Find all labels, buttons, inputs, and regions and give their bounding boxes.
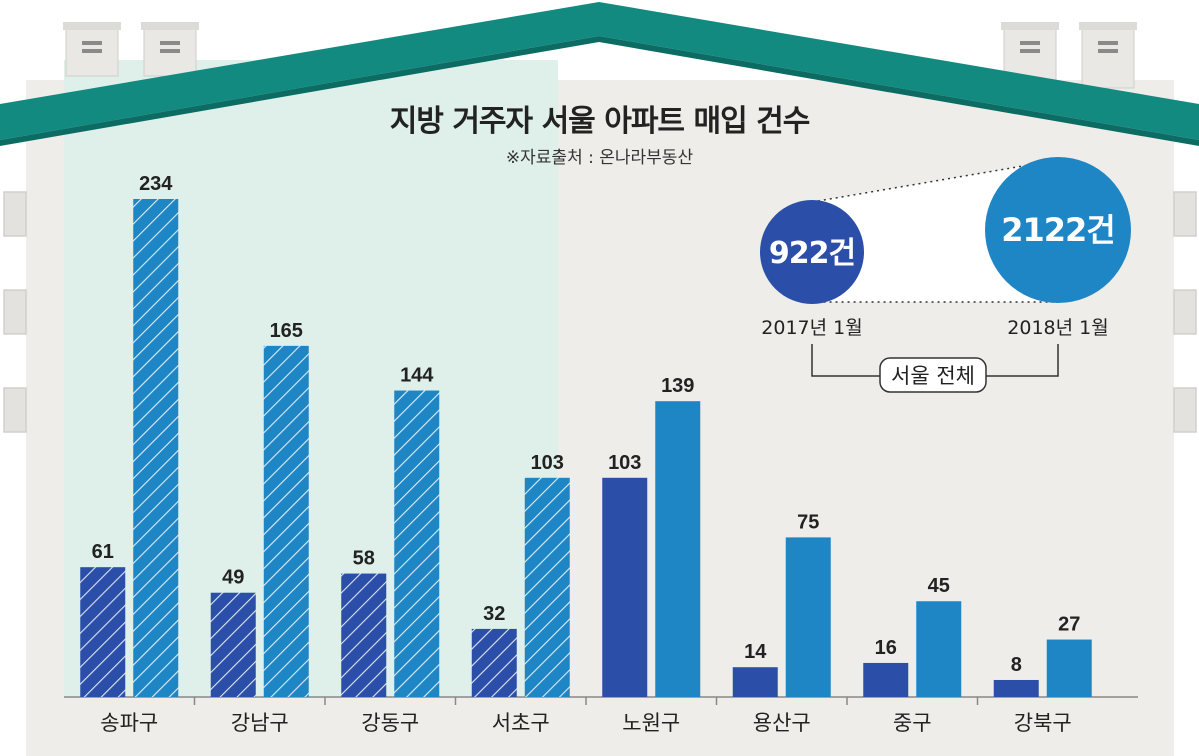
bar-value-label: 16 — [875, 637, 897, 659]
bar-2018 — [1046, 639, 1092, 697]
bar-2017 — [732, 667, 778, 697]
bar-value-label: 58 — [353, 548, 375, 570]
bar-2017 — [341, 573, 387, 697]
roof — [0, 2, 1199, 140]
bar-value-label: 75 — [797, 511, 819, 533]
bar-2018 — [133, 199, 179, 697]
total-label-box — [879, 357, 987, 393]
bar-value-label: 14 — [744, 641, 767, 663]
bar-2018 — [263, 345, 309, 697]
bar-value-label: 165 — [270, 320, 303, 342]
total-2018-value: 2122건 — [1001, 211, 1115, 249]
bar-value-label: 234 — [139, 173, 173, 195]
category-label: 노원구 — [622, 711, 680, 735]
category-label: 용산구 — [753, 711, 811, 735]
bar-value-label: 144 — [400, 365, 434, 387]
category-label: 강남구 — [231, 711, 289, 735]
bar-2017 — [210, 592, 256, 697]
circle-2018 — [985, 157, 1131, 303]
bar-2018 — [394, 390, 440, 697]
left-windows — [3, 191, 27, 433]
total-2017-value: 922건 — [769, 236, 855, 271]
bar-value-label: 8 — [1011, 654, 1022, 676]
category-label: 강북구 — [1014, 711, 1072, 735]
bar-2017 — [993, 679, 1039, 697]
total-label: 서울 전체 — [891, 364, 975, 388]
bar-value-label: 103 — [531, 452, 564, 474]
bars: 61 234 송파구 49 165 강남구 58 144 강동구 32 103 서초구 103 139 노원… — [80, 173, 1092, 735]
bar-2017 — [471, 628, 517, 697]
bar-value-label: 139 — [661, 375, 694, 397]
chart-title: 지방 거주자 서울 아파트 매입 건수 — [389, 104, 811, 139]
bar-2018 — [655, 401, 701, 697]
bar-2018 — [785, 537, 831, 697]
total-2018-label: 2018년 1월 — [1007, 317, 1108, 339]
category-label: 중구 — [893, 711, 932, 735]
category-label: 송파구 — [100, 711, 158, 735]
bar-2018 — [524, 477, 570, 697]
bar-value-label: 32 — [483, 603, 505, 625]
bar-value-label: 45 — [928, 575, 950, 597]
bar-2017 — [80, 567, 126, 697]
bar-value-label: 49 — [222, 567, 244, 589]
bar-value-label: 61 — [92, 541, 114, 563]
bar-value-label: 103 — [608, 452, 641, 474]
bar-2017 — [863, 662, 909, 697]
chart-source: ※자료출처 : 온나라부동산 — [505, 148, 694, 168]
right-windows — [1173, 191, 1197, 433]
axis-ticks — [193, 697, 979, 705]
circle-2017 — [760, 200, 864, 304]
category-label: 강동구 — [361, 711, 419, 735]
category-label: 서초구 — [492, 711, 550, 735]
total-inset: 922건 2122건 2017년 1월 2018년 1월 서울 전체 — [760, 157, 1131, 393]
bar-2018 — [916, 601, 962, 697]
bar-value-label: 27 — [1058, 614, 1080, 636]
bar-2017 — [602, 477, 648, 697]
total-2017-label: 2017년 1월 — [761, 317, 862, 339]
